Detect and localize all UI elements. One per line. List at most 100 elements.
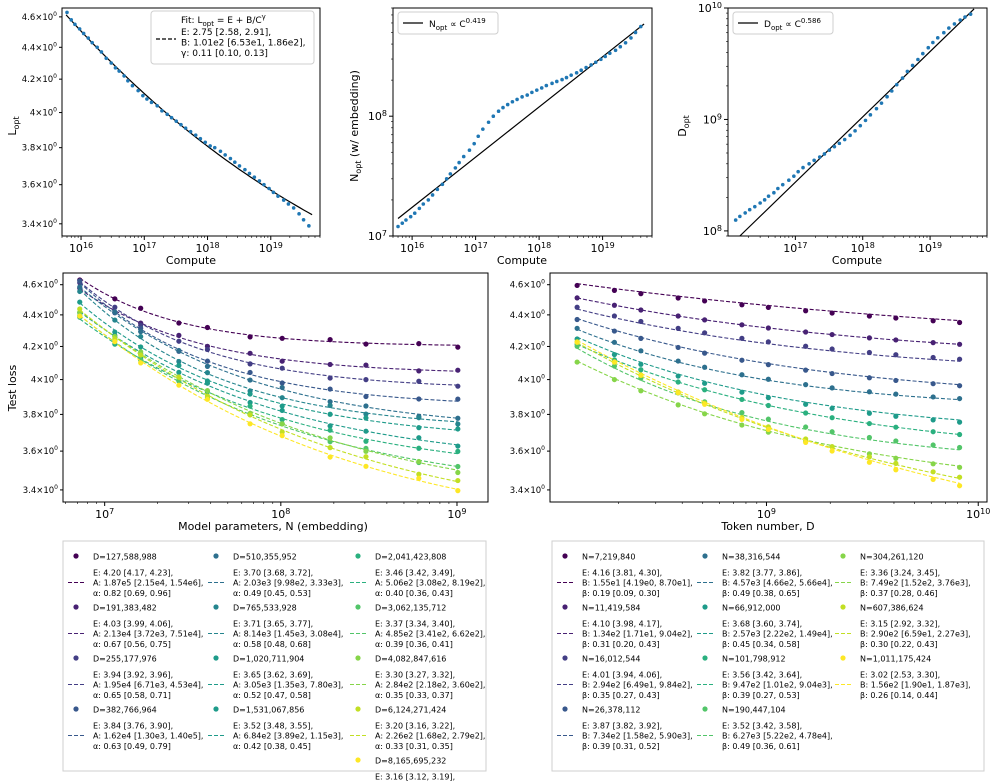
data-point [510, 99, 515, 104]
legend-fit-text: E: 3.94 [3.92, 3.96], [93, 671, 173, 680]
data-point [467, 148, 472, 153]
data-point [73, 22, 77, 27]
legend-series-name: N=7,219,840 [582, 553, 635, 562]
axes-frame [549, 272, 988, 503]
data-point [363, 438, 369, 444]
data-point [574, 359, 580, 365]
data-point [638, 361, 644, 367]
fit-curve [79, 302, 458, 431]
legend-fit-text: E: 3.37 [3.34, 3.40], [375, 620, 455, 629]
data-point [894, 82, 899, 87]
legend-fit-text: α: 0.42 [0.38, 0.45] [233, 742, 311, 751]
data-point [638, 372, 644, 378]
y-tick-label: 1010​ [698, 1, 722, 15]
legend-fit-text: A: 8.14e3 [1.45e3, 3.08e4], [233, 630, 343, 639]
data-point [629, 36, 633, 40]
data-point [803, 367, 809, 373]
data-point [956, 419, 963, 425]
data-point [739, 322, 745, 328]
data-point [279, 433, 285, 439]
data-point [743, 211, 747, 215]
data-point [766, 194, 771, 198]
data-point [176, 374, 182, 380]
y-tick-label: 4.6×100​ [510, 279, 545, 291]
data-point [611, 359, 618, 365]
data-point [930, 429, 936, 435]
data-point [956, 356, 963, 362]
data-point [603, 54, 608, 59]
legend-fit-text: E: 3.84 [3.76, 3.90], [93, 722, 173, 731]
data-point [829, 405, 835, 411]
data-point [198, 136, 203, 141]
data-point [893, 315, 899, 321]
series-11 [77, 306, 461, 484]
data-point [69, 18, 74, 22]
x-axis-label: Model parameters, N (embedding) [178, 520, 368, 533]
data-point [611, 339, 618, 345]
data-point [765, 426, 771, 432]
legend-fit-text: B: 1.56e2 [1.90e1, 1.87e3], [860, 681, 971, 690]
data-point [611, 287, 618, 293]
data-point [327, 361, 333, 368]
data-point [942, 30, 946, 35]
data-point [574, 295, 580, 301]
data-point [501, 105, 505, 110]
data-point [138, 360, 144, 366]
legend-fit-text: E: 3.65 [3.62, 3.69], [233, 671, 313, 680]
x-tick-label: 1017​ [464, 241, 488, 255]
data-point [455, 415, 461, 421]
legend: Nopt​ ∝ C0.419​ [397, 11, 499, 35]
legend-series-name: D=2,041,423,808 [375, 553, 446, 562]
data-point [702, 401, 708, 407]
data-point [539, 86, 544, 90]
legend-fit-text: E: 3.52 [3.48, 3.55], [233, 722, 313, 731]
data-point [486, 120, 491, 125]
legend-box [397, 11, 499, 35]
data-point [611, 313, 618, 319]
data-point [837, 141, 842, 146]
legend-fit-text: E: 4.01 [3.94, 4.06], [582, 671, 662, 680]
data-point [930, 394, 936, 400]
data-point [223, 153, 227, 157]
data-point [279, 429, 285, 435]
data-point [455, 463, 461, 470]
data-point [233, 160, 237, 165]
data-point [574, 282, 580, 289]
series-3 [77, 278, 461, 402]
data-point [176, 369, 182, 375]
data-point [90, 40, 94, 45]
legend-fit-text: B: 6.27e3 [5.22e2, 4.78e4], [722, 732, 833, 741]
data-point [675, 313, 681, 319]
legend-fit-text: E: 4.16 [3.81, 4.30], [582, 569, 662, 578]
legend-series-name: D=510,355,952 [233, 553, 297, 562]
data-point [765, 376, 771, 382]
data-point [963, 15, 967, 19]
fit-curve [79, 288, 458, 372]
y-tick-label: 3.6×100​ [22, 179, 57, 191]
data-point [297, 212, 301, 216]
legend-marker [840, 655, 846, 661]
legend-fit-text: α: 0.65 [0.58, 0.71] [93, 691, 171, 700]
legend-fit-text: β: 0.49 [0.36, 0.61] [722, 742, 800, 751]
data-point [204, 380, 211, 386]
legend-fit-text: B: 1.55e1 [4.19e0, 8.70e1], [582, 579, 693, 588]
data-point [138, 329, 144, 335]
data-point [675, 358, 681, 364]
legend-fit-text: B: 1.34e2 [1.71e1, 9.04e2], [582, 630, 693, 639]
legend-fit-text: A: 1.62e4 [1.30e3, 1.40e5], [93, 732, 203, 741]
data-point [179, 122, 183, 127]
x-tick-label: 1010​ [966, 507, 990, 521]
data-point [279, 335, 285, 341]
data-point [455, 396, 461, 402]
data-point [77, 299, 83, 305]
fit-curve [79, 314, 458, 490]
data-point [702, 317, 708, 323]
data-point [327, 427, 333, 433]
legend-fit-text: E: 4.03 [3.99, 4.06], [93, 620, 173, 629]
data-point [803, 308, 809, 314]
data-point [893, 455, 899, 461]
data-point [257, 179, 262, 183]
y-axis-label: Nopt​ (w/ embedding) [348, 70, 363, 182]
data-point [874, 106, 879, 111]
data-point [363, 341, 369, 347]
